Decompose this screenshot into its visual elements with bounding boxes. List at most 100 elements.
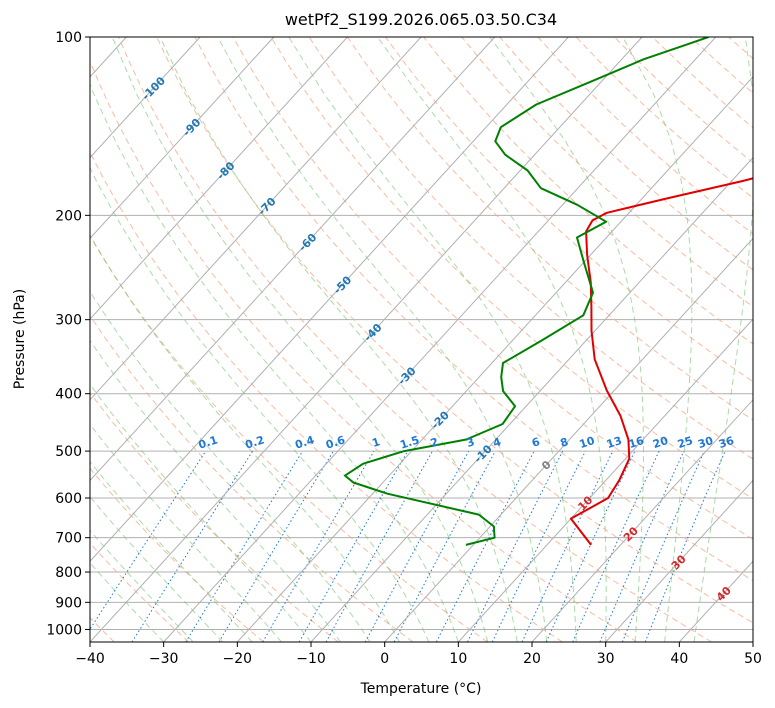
y-tick-label: 900: [55, 595, 82, 611]
y-tick-label: 300: [55, 313, 82, 329]
mixing-ratio-label: 16: [627, 434, 646, 451]
isotherm-line: [90, 37, 275, 240]
dry-adiabat: [90, 60, 638, 642]
y-tick-label: 400: [55, 387, 82, 403]
mixing-ratio-label: 1: [370, 435, 381, 450]
y-tick-label: 700: [55, 531, 82, 547]
moist-adiabat: [90, 166, 430, 642]
y-tick-label: 100: [55, 30, 82, 46]
mixing-ratio-label: 8: [559, 435, 570, 450]
moist-adiabat: [90, 82, 459, 642]
mixing-ratio-label: 20: [651, 434, 670, 451]
dry-adiabat: [156, 37, 753, 624]
isotherm-line: [531, 399, 753, 642]
plot-area: [90, 37, 753, 642]
y-axis-ticks: 100 200 300 400 500 600 700 800 900 1000: [46, 30, 90, 638]
isotherm-line: [90, 37, 201, 159]
moist-adiabat: [377, 37, 607, 642]
moist-adiabat: [217, 37, 548, 642]
isotherm-line: [90, 37, 496, 482]
mixing-ratio-line: [393, 450, 496, 642]
moist-adiabat: [90, 290, 371, 642]
x-tick-label: −10: [296, 651, 326, 667]
plot-frame: [89, 36, 754, 643]
x-axis-ticks: −40 −30 −20 −10 0 10 20 30 40 50: [75, 642, 762, 667]
dry-adiabat: [194, 37, 753, 582]
isotherm-line: [90, 37, 569, 563]
dry-adiabat: [346, 37, 753, 421]
x-tick-label: 40: [670, 651, 688, 667]
mixing-ratio-line: [364, 450, 470, 642]
dry-adiabat: [90, 235, 488, 642]
y-tick-label: 1000: [46, 622, 82, 638]
isotherm-line: [90, 37, 348, 320]
y-tick-label: 800: [55, 565, 82, 581]
x-axis-label: Temperature (°C): [360, 681, 482, 697]
mixing-ratio-line: [599, 450, 685, 642]
mixing-ratio-label: 0.1: [197, 433, 220, 451]
isotherm-line: [310, 156, 753, 642]
dewpoint-profile-line: [344, 37, 709, 546]
isotherm-line: [605, 479, 753, 642]
temperature-profile-line: [569, 177, 753, 546]
mixing-ratio-label: 10: [578, 434, 597, 451]
moist-adiabats: [90, 37, 753, 642]
y-tick-label: 600: [55, 491, 82, 507]
mixing-ratio-line: [467, 450, 564, 642]
dry-adiabats: [90, 37, 753, 642]
isotherm-line: [90, 37, 422, 401]
dry-adiabat: [118, 37, 712, 642]
x-tick-label: 10: [449, 651, 467, 667]
dry-adiabat: [90, 467, 264, 642]
isotherm-line: [163, 37, 717, 642]
mixing-ratio-labels: 0.1 0.2 0.4 0.6 1 1.5 2 3 4 6 8 10 13 16 20 25 30 36: [197, 433, 736, 452]
mixing-ratio-label: 30: [696, 434, 715, 451]
chart-title: wetPf2_S199.2026.065.03.50.C34: [285, 10, 557, 30]
isotherm-line: [90, 37, 643, 642]
mixing-ratio-line: [185, 450, 304, 642]
mixing-ratio-line: [621, 450, 705, 642]
mixing-ratio-line: [131, 450, 254, 642]
x-tick-label: −40: [75, 651, 105, 667]
mixing-ratio-label: 0.4: [293, 433, 316, 451]
mixing-ratio-lines: [90, 450, 726, 642]
x-tick-label: 20: [523, 651, 541, 667]
mixing-ratio-label: 25: [676, 434, 695, 451]
mixing-ratio-label: 2: [429, 435, 440, 450]
dry-adiabat: [90, 542, 190, 642]
mixing-ratio-label: 1.5: [398, 433, 421, 451]
isotherm-line: [236, 76, 753, 642]
moist-adiabat: [622, 37, 693, 642]
x-tick-label: 0: [380, 651, 389, 667]
dry-adiabat: [90, 151, 563, 642]
profile-lines: [344, 37, 753, 546]
moist-adiabat: [288, 37, 577, 642]
y-axis-label: Pressure (hPa): [12, 289, 28, 389]
isotherm-line: [457, 318, 753, 642]
mixing-ratio-label: 3: [465, 435, 476, 450]
mixing-ratio-label: 4: [491, 435, 503, 450]
mixing-ratio-label: 13: [605, 434, 624, 451]
dry-adiabat: [232, 37, 753, 540]
moist-adiabat: [90, 233, 400, 642]
moist-adiabat: [489, 37, 645, 642]
x-tick-label: −20: [223, 651, 253, 667]
mixing-ratio-label: 0.2: [244, 433, 267, 451]
mixing-ratio-label: 36: [717, 434, 736, 451]
mixing-ratio-label: 0.6: [324, 433, 347, 451]
y-tick-label: 500: [55, 444, 82, 460]
mixing-ratio-label: 6: [530, 435, 542, 450]
moist-adiabat: [111, 37, 489, 642]
mixing-ratio-line: [90, 450, 207, 631]
moist-adiabat: [90, 339, 341, 642]
x-tick-label: 30: [597, 651, 615, 667]
mixing-ratio-line: [325, 450, 433, 642]
x-tick-label: −30: [149, 651, 179, 667]
dry-adiabat: [270, 37, 753, 500]
mixing-ratio-line: [572, 450, 660, 642]
dry-adiabat: [308, 37, 753, 460]
x-tick-label: 50: [744, 651, 762, 667]
y-tick-label: 200: [55, 208, 82, 224]
moist-adiabat: [159, 37, 518, 642]
